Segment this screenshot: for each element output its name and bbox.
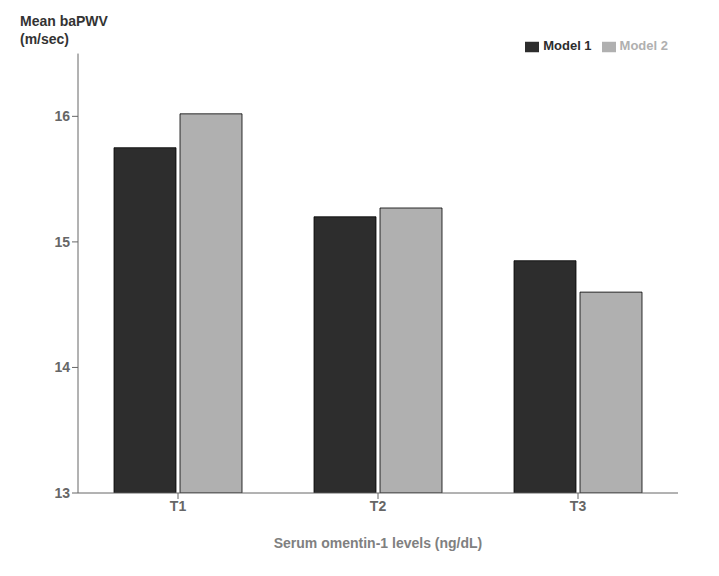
svg-text:Serum omentin-1 levels (ng/dL): Serum omentin-1 levels (ng/dL) <box>274 535 482 551</box>
svg-text:16: 16 <box>54 108 70 124</box>
svg-text:T3: T3 <box>570 498 587 514</box>
svg-text:14: 14 <box>54 359 70 375</box>
html-text:Model 2: Model 2 <box>619 38 668 53</box>
svg-text:T1: T1 <box>170 498 187 514</box>
svg-text:T2: T2 <box>370 498 387 514</box>
html-text:Model 1: Model 1 <box>543 38 592 53</box>
svg-text:Mean baPWV(m/sec): Mean baPWV(m/sec) <box>20 13 109 47</box>
svg-text:13: 13 <box>54 485 70 501</box>
svg-text:15: 15 <box>54 234 70 250</box>
